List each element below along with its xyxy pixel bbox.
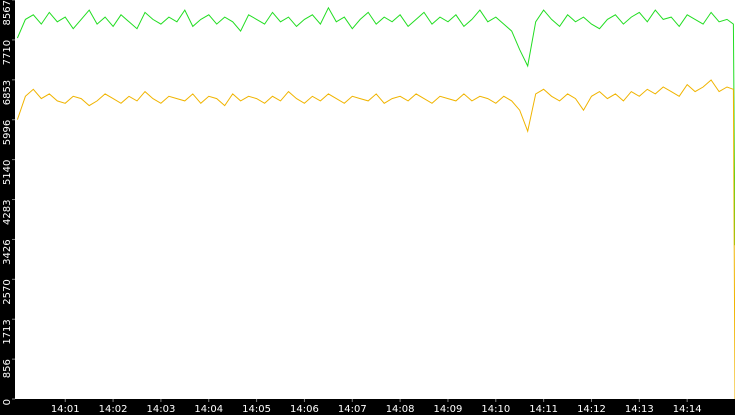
y-tick-label: 7710 <box>2 40 13 65</box>
y-tick-label: 0 <box>2 399 13 405</box>
x-tick-label: 14:13 <box>625 404 654 415</box>
y-tick-label: 4283 <box>2 200 13 225</box>
y-tick-label: 2570 <box>2 279 13 304</box>
x-tick-label: 14:09 <box>434 404 463 415</box>
x-tick-label: 14:12 <box>577 404 606 415</box>
y-tick-label: 5996 <box>2 120 13 145</box>
x-tick-label: 14:11 <box>529 404 558 415</box>
x-tick-label: 14:07 <box>338 404 367 415</box>
y-tick-label: 856 <box>2 359 13 378</box>
y-tick-label: 8567 <box>2 0 13 25</box>
y-tick-label: 1713 <box>2 319 13 344</box>
x-tick-label: 14:06 <box>290 404 319 415</box>
x-tick-label: 14:08 <box>386 404 415 415</box>
x-tick-label: 14:04 <box>194 404 223 415</box>
x-tick-label: 14:01 <box>51 404 80 415</box>
series-line <box>16 79 735 400</box>
x-tick-label: 14:10 <box>481 404 510 415</box>
x-tick-label: 14:05 <box>242 404 271 415</box>
y-tick-label: 6853 <box>2 80 13 105</box>
x-tick-label: 14:03 <box>146 404 175 415</box>
y-tick-label: 5140 <box>2 160 13 185</box>
y-tick-label: 3426 <box>2 239 13 264</box>
x-tick-label: 14:14 <box>673 404 702 415</box>
series-line <box>16 6 735 246</box>
x-tick-label: 14:02 <box>99 404 128 415</box>
plot-area <box>15 0 735 399</box>
